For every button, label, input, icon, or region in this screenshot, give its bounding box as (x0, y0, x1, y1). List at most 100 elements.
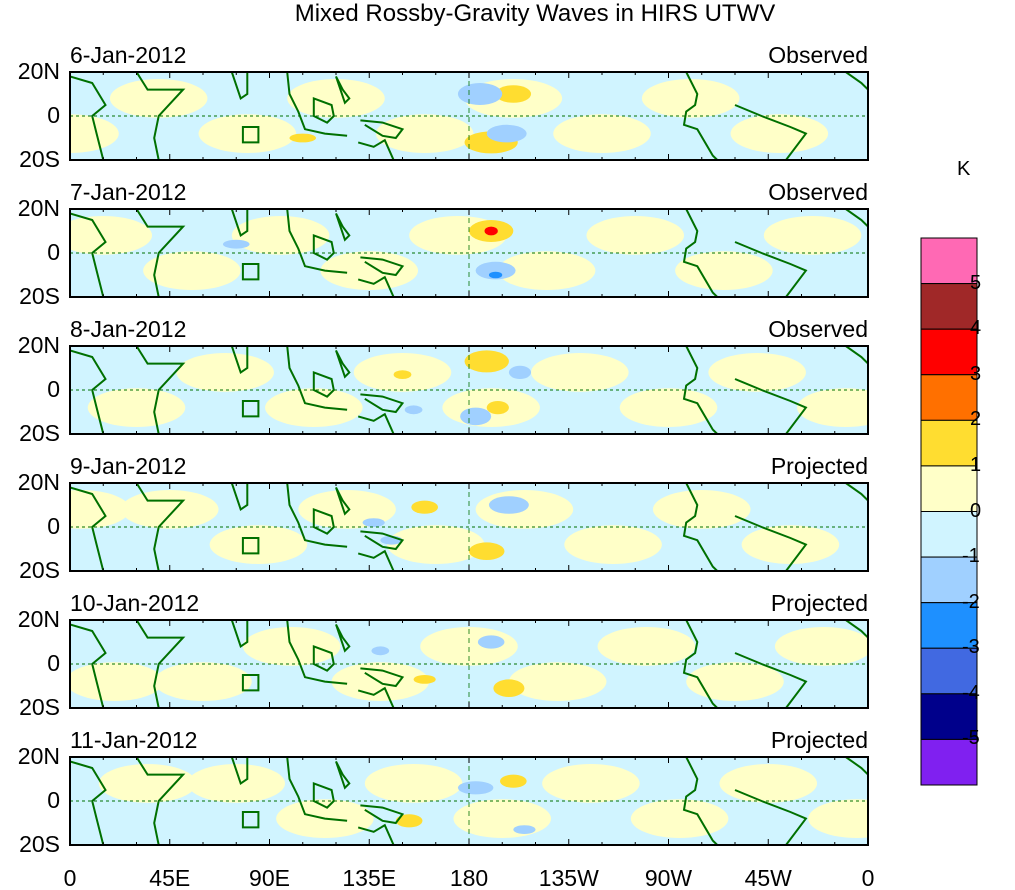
anomaly-contour (475, 261, 516, 280)
lat-label: 0 (47, 513, 60, 539)
coastline (335, 760, 351, 790)
coastline (230, 757, 249, 785)
contour-region (143, 251, 241, 290)
coastline (360, 804, 405, 825)
coastline (241, 674, 260, 692)
coastline (357, 412, 395, 434)
contour-region (70, 216, 153, 255)
coastline (70, 72, 186, 160)
colorbar-label: 1 (970, 453, 982, 476)
colorbar-swatch (920, 511, 978, 558)
anomaly-contour (457, 83, 503, 105)
coastline (360, 256, 405, 277)
anomaly-contour (289, 133, 317, 143)
coastline (682, 209, 808, 297)
colorbar-label: -2 (962, 590, 980, 613)
coastline (357, 549, 395, 571)
contour-region (320, 251, 419, 290)
lon-label: 180 (449, 865, 489, 890)
colorbar-unit: K (957, 158, 971, 180)
panel-date: 7-Jan-2012 (70, 179, 187, 205)
panel-type: Projected (770, 727, 868, 753)
contour-region (98, 764, 197, 803)
colorbar-swatch (920, 693, 978, 740)
anomaly-contour (495, 85, 532, 103)
contour-region (763, 216, 862, 255)
coastline (241, 126, 260, 144)
coastline (335, 75, 351, 105)
coastline (312, 96, 335, 124)
colorbar-label: 3 (970, 362, 982, 385)
contour-region (597, 627, 696, 666)
colorbar-swatch (920, 237, 978, 285)
coastline (70, 346, 186, 434)
coastline (335, 486, 351, 516)
colorbar-label: 2 (970, 408, 982, 431)
contour-region (797, 388, 868, 427)
contour-region (619, 388, 718, 427)
panel-type: Observed (768, 316, 868, 342)
coastline (682, 346, 808, 434)
contour-region (531, 353, 629, 392)
coastline (682, 757, 808, 845)
contour-region (453, 799, 552, 838)
anomaly-contour (508, 365, 532, 379)
anomaly-contour (404, 405, 423, 415)
panel-date: 8-Jan-2012 (70, 316, 187, 342)
colorbar-swatch (920, 738, 978, 786)
contour-region (87, 388, 186, 427)
contour-region (741, 525, 840, 564)
coastline (230, 209, 249, 237)
lon-label: 0 (861, 865, 875, 890)
anomaly-contour (464, 350, 509, 373)
contour-region (553, 114, 651, 153)
lat-label: 20S (19, 420, 60, 446)
coastline (357, 275, 395, 297)
contour-region (719, 764, 818, 803)
map-panel (69, 619, 869, 709)
coastline (357, 138, 395, 160)
coastline (845, 72, 868, 91)
panel-type: Observed (768, 42, 868, 68)
anomaly-contour (395, 814, 423, 828)
coastline (335, 623, 351, 653)
lat-label: 20N (17, 469, 60, 495)
map-panel (69, 756, 869, 846)
panel-type: Projected (770, 590, 868, 616)
contour-region (154, 662, 252, 701)
coastline (241, 400, 260, 418)
lat-label: 20S (19, 831, 60, 857)
lon-label: 135W (538, 865, 599, 890)
contour-region (187, 764, 286, 803)
coastline (360, 667, 405, 688)
contour-region (730, 114, 829, 153)
coastline (312, 370, 335, 398)
contour-region (708, 353, 806, 392)
contour-region (109, 79, 208, 118)
coastline (230, 483, 249, 511)
contour-region (364, 764, 463, 803)
contour-region (630, 799, 729, 838)
lon-label: 45W (744, 865, 792, 890)
contour-region (176, 353, 274, 392)
lat-label: 20S (19, 146, 60, 172)
anomaly-contour (362, 518, 385, 527)
colorbar-label: 5 (970, 271, 982, 294)
lat-label: 20N (17, 606, 60, 632)
colorbar-swatch (920, 283, 978, 330)
anomaly-contour (513, 825, 536, 834)
contour-region (70, 662, 164, 701)
anomaly-contour (493, 679, 525, 697)
lat-label: 20S (19, 557, 60, 583)
coastline (70, 620, 186, 708)
contour-region (586, 216, 685, 255)
coastline (360, 393, 405, 414)
lat-label: 0 (47, 102, 60, 128)
coastline (70, 757, 186, 845)
anomaly-contour (500, 774, 527, 788)
anomaly-contour (488, 496, 529, 514)
coastline (845, 483, 868, 502)
contour-region (287, 79, 385, 118)
contour-region (686, 662, 784, 701)
